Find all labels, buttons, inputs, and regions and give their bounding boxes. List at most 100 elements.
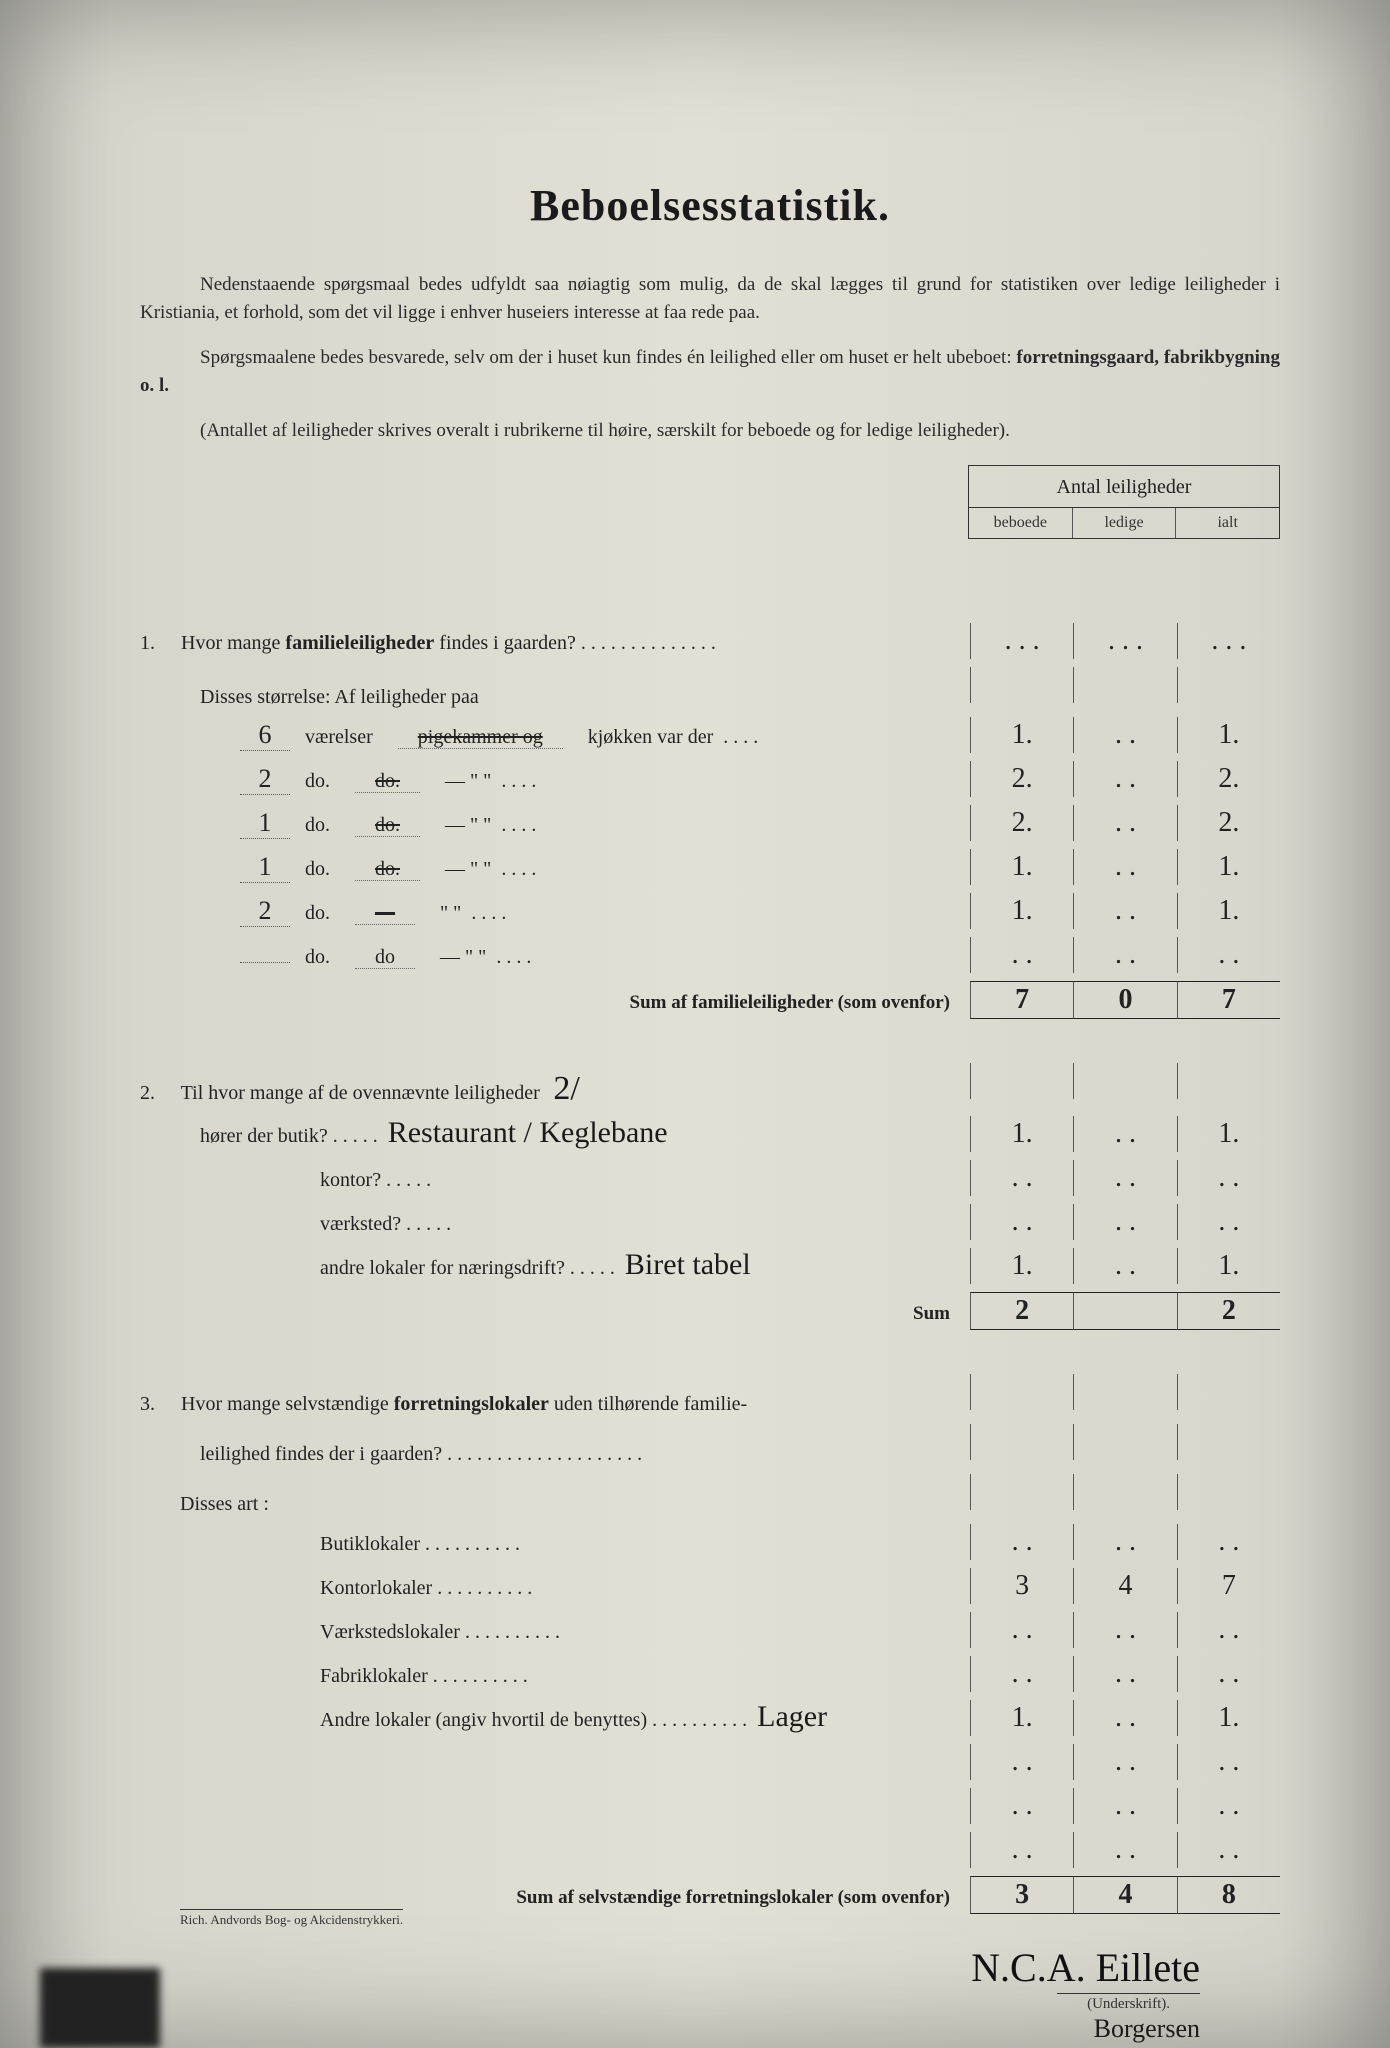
cell-ialt: 1. [1177,1700,1280,1736]
cell-ialt: . . [1177,1612,1280,1648]
cell-beboede: 3 [970,1568,1073,1604]
cell-ledige: . . [1073,1612,1176,1648]
cell-ledige: . . [1073,893,1176,929]
q2-row: kontor? . . . . . . . . . . . [140,1160,1280,1196]
q2-sum-c1: 2 [970,1292,1073,1330]
cell-beboede: . . [970,1832,1073,1868]
room-count: 2 [240,764,290,795]
cell-ialt: . . [1177,1832,1280,1868]
room-count: 2 [240,896,290,927]
printer-footer: Rich. Andvords Bog- og Akcidenstrykkeri. [180,1909,403,1928]
q2-text: Til hvor mange af de ovennævnte leilighe… [181,1082,540,1104]
cell-beboede: 2. [970,805,1073,841]
cell-ialt: 1. [1177,849,1280,885]
handwritten-note: Lager [757,1700,827,1733]
cell-ialt: . . [1177,937,1280,973]
page-title: Beboelsesstatistik. [140,180,1280,231]
signature-block: N.C.A. Eillete (Underskrift). Borgersen [140,1944,1280,2044]
q3-sub: Disses art : [140,1474,1280,1516]
cell-ialt: . . [1177,1204,1280,1240]
q3-sum-c3: 8 [1177,1876,1280,1914]
q3-row: . . . . . . [140,1744,1280,1780]
room-count: 6 [240,720,290,751]
cell-ledige: . . [1073,1524,1176,1560]
q1-sum-c3: 7 [1177,981,1280,1019]
scan-artifact [40,1968,160,2048]
cell-ledige: . . [1073,1700,1176,1736]
q3-row: Andre lokaler (angiv hvortil de benyttes… [140,1700,1280,1736]
cell-ledige: . . [1073,1744,1176,1780]
q3-row: Fabriklokaler . . . . . . . . . . . . . … [140,1656,1280,1692]
q3-sum-label: Sum af selvstændige forretningslokaler (… [516,1887,950,1908]
intro-text-2a: Spørgsmaalene bedes besvarede, selv om d… [200,347,1016,368]
cell-beboede: 1. [970,1248,1073,1284]
cell-ledige: . . [1073,1832,1176,1868]
cell-ialt: 1. [1177,717,1280,753]
intro-paragraph-3: (Antallet af leiligheder skrives overalt… [140,417,1280,445]
cell-ialt: 2. [1177,761,1280,797]
cell-beboede: 2. [970,761,1073,797]
cell-ledige: 4 [1073,1568,1176,1604]
q1-subtext: Disses størrelse: Af leiligheder paa [140,686,970,709]
q2-sum-label: Sum [140,1303,970,1325]
cell-beboede: . . [970,1524,1073,1560]
intro-text-3: (Antallet af leiligheder skrives overalt… [200,420,1010,441]
q2-sum: Sum 2 2 [140,1292,1280,1330]
q1-line: 1. Hvor mange familieleiligheder findes … [140,623,1280,659]
scanned-form-page: Beboelsesstatistik. Nedenstaaende spørgs… [0,0,1390,2048]
q1-size-row: 1 do. do. — " " . . . . 1. . . 1. [140,849,1280,885]
cell-ialt: 2. [1177,805,1280,841]
q1-sub: Disses størrelse: Af leiligheder paa [140,667,1280,709]
cell-beboede: 1. [970,1700,1073,1736]
q3-row: . . . . . . [140,1788,1280,1824]
cell-beboede: 1. [970,717,1073,753]
cell-beboede: . . [970,1656,1073,1692]
cell-ledige: . . [1073,761,1176,797]
intro-paragraph-1: Nedenstaaende spørgsmaal bedes udfyldt s… [140,271,1280,326]
cell-ledige: . . [1073,849,1176,885]
q3-row: Butiklokaler . . . . . . . . . . . . . .… [140,1524,1280,1560]
q2-row: andre lokaler for næringsdrift? . . . . … [140,1248,1280,1284]
cell-ialt: . . [1177,1160,1280,1196]
cell-beboede: . . [970,937,1073,973]
cell-ledige: . . [1073,937,1176,973]
signature-below: Borgersen [140,2014,1200,2044]
cell-beboede: . . [970,1612,1073,1648]
cell-ialt: 1. [1177,1248,1280,1284]
q2-number: 2. [140,1082,176,1105]
header-title: Antal leiligheder [969,466,1279,508]
q1-size-row: 2 do. do. — " " . . . . 2. . . 2. [140,761,1280,797]
cell-ledige: . . [1073,805,1176,841]
handwritten-note: Biret tabel [625,1248,751,1281]
q2-line: 2. Til hvor mange af de ovennævnte leili… [140,1063,1280,1108]
room-count: 1 [240,808,290,839]
q3-subtext: Disses art : [180,1493,269,1515]
q1-size-row: 6 værelser pigekammer og kjøkken var der… [140,717,1280,753]
q3-row: . . . . . . [140,1832,1280,1868]
signature-name: N.C.A. Eillete [140,1944,1200,1991]
cell-beboede: . . [970,1204,1073,1240]
q3-line2: leilighed findes der i gaarden? . . . . … [140,1424,1280,1466]
q1-sum-label: Sum af familieleiligheder (som ovenfor) [630,992,951,1013]
cell-ialt: 1. [1177,893,1280,929]
room-count [240,962,290,963]
cell-ledige: . . [1073,717,1176,753]
q3-line: 3. Hvor mange selvstændige forretningslo… [140,1374,1280,1416]
cell-ledige: . . [1073,1656,1176,1692]
column-header-box: Antal leiligheder beboede ledige ialt [968,465,1280,539]
cell-ialt: . . [1177,1524,1280,1560]
q3-sum-c2: 4 [1073,1876,1176,1914]
cell-ledige: . . [1073,1788,1176,1824]
q3-sum-c1: 3 [970,1876,1073,1914]
q1-number: 1. [140,632,176,655]
q2-row: hører der butik? . . . . . Restaurant / … [140,1116,1280,1152]
q1-size-row: 1 do. do. — " " . . . . 2. . . 2. [140,805,1280,841]
room-count: 1 [240,852,290,883]
header-col-ialt: ialt [1175,508,1279,538]
form-area: Antal leiligheder beboede ledige ialt 1.… [140,465,1280,2044]
q1-text: Hvor mange familieleiligheder findes i g… [181,632,716,654]
cell-beboede: 1. [970,893,1073,929]
cell-beboede: . . [970,1744,1073,1780]
q3-number: 3. [140,1393,176,1416]
header-col-beboede: beboede [969,508,1072,538]
